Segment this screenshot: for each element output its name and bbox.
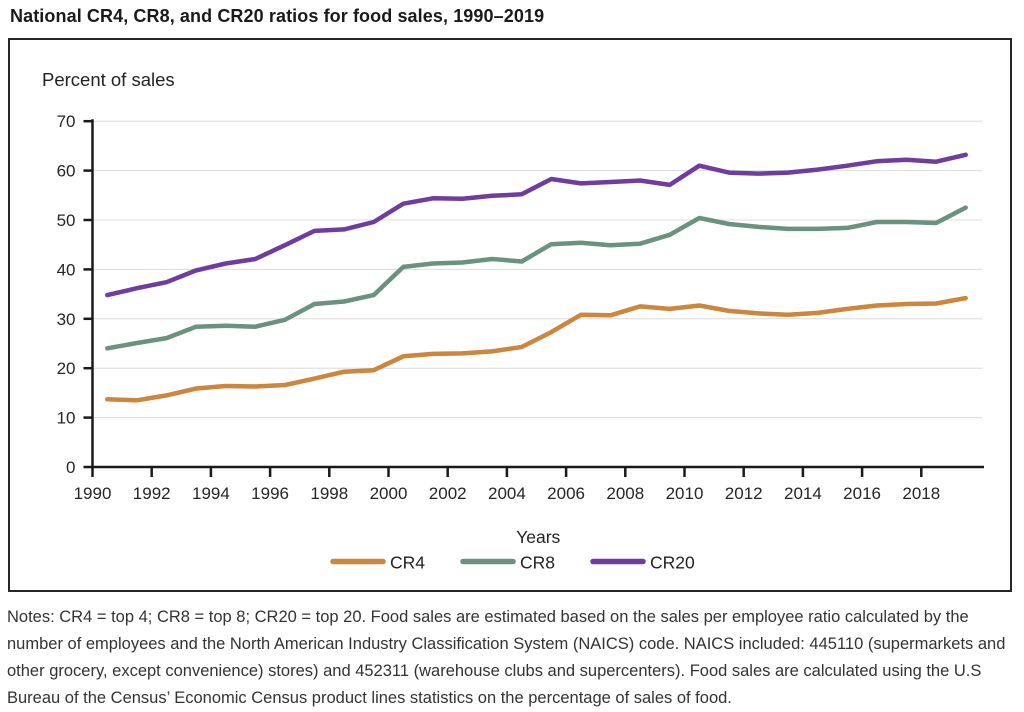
x-tick-label-2000: 2000 <box>370 484 408 503</box>
x-tick-label-2002: 2002 <box>429 484 467 503</box>
y-tick-label-10: 10 <box>57 409 76 428</box>
x-tick-label-2012: 2012 <box>725 484 763 503</box>
y-tick-label-50: 50 <box>57 211 76 230</box>
series-line-cr4 <box>105 295 968 403</box>
chart-figure: Percent of sales 0 10 20 30 40 50 60 70 1990 1992 1… <box>8 38 1012 592</box>
y-tick-label-20: 20 <box>57 359 76 378</box>
x-tick-label-2006: 2006 <box>547 484 585 503</box>
x-tick-label-1990: 1990 <box>74 484 112 503</box>
plot-inner-title: Percent of sales <box>42 69 175 90</box>
x-tick-label-2010: 2010 <box>666 484 704 503</box>
legend-label-cr4: CR4 <box>390 553 425 573</box>
x-tick-label-2004: 2004 <box>488 484 526 503</box>
x-tick-label-2016: 2016 <box>843 484 881 503</box>
x-tick-label-2008: 2008 <box>606 484 644 503</box>
x-tick-label-2014: 2014 <box>784 484 822 503</box>
legend-label-cr20: CR20 <box>650 553 695 573</box>
legend-item-cr8: CR8 <box>460 553 555 573</box>
chart-title: National CR4, CR8, and CR20 ratios for f… <box>10 6 545 26</box>
line-chart-canvas: Percent of sales 0 10 20 30 40 50 60 70 1990 1992 1… <box>42 69 984 573</box>
x-tick-label-1992: 1992 <box>133 484 171 503</box>
x-tick-label-2018: 2018 <box>902 484 940 503</box>
legend-item-cr20: CR20 <box>590 553 695 573</box>
chart-notes: Notes: CR4 = top 4; CR8 = top 8; CR20 = … <box>7 608 1006 707</box>
y-tick-label-60: 60 <box>57 162 76 181</box>
y-tick-label-70: 70 <box>57 112 76 131</box>
x-axis-label: Years <box>516 527 560 547</box>
y-tick-label-40: 40 <box>57 260 76 279</box>
x-tick-label-1998: 1998 <box>310 484 348 503</box>
x-tick-label-1996: 1996 <box>251 484 289 503</box>
series-line-cr20 <box>105 152 968 298</box>
legend-item-cr4: CR4 <box>330 553 425 573</box>
series-line-cr8 <box>105 205 968 351</box>
y-tick-label-30: 30 <box>57 310 76 329</box>
legend-label-cr8: CR8 <box>520 553 555 573</box>
x-tick-label-1994: 1994 <box>192 484 230 503</box>
y-tick-label-0: 0 <box>66 458 75 477</box>
